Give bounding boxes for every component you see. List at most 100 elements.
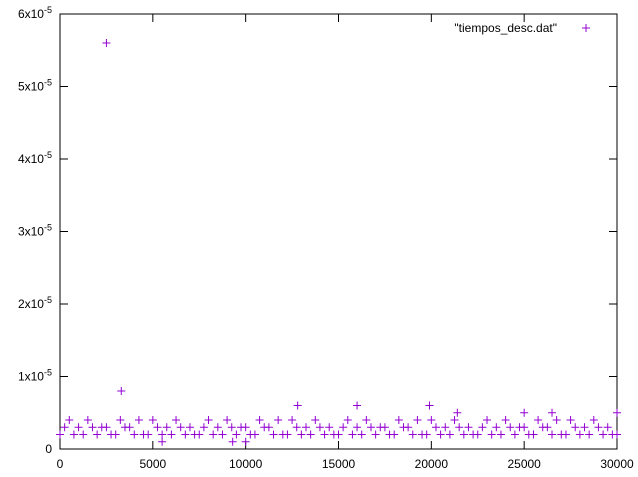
x-tick-label: 5000 bbox=[139, 457, 166, 471]
point bbox=[357, 430, 366, 439]
point bbox=[274, 416, 283, 424]
point bbox=[459, 430, 468, 439]
point bbox=[218, 430, 227, 439]
point bbox=[585, 430, 594, 439]
y-tick-label: 3x10-5 bbox=[18, 223, 52, 239]
x-tick-label: 30000 bbox=[600, 457, 634, 471]
point bbox=[320, 430, 329, 439]
point bbox=[158, 430, 167, 439]
point bbox=[117, 387, 126, 395]
point bbox=[425, 401, 434, 410]
point bbox=[199, 423, 208, 432]
x-tick-label: 20000 bbox=[415, 457, 449, 471]
point bbox=[566, 416, 575, 424]
point bbox=[176, 423, 185, 432]
point bbox=[306, 430, 315, 439]
point bbox=[552, 416, 561, 424]
point bbox=[464, 423, 473, 432]
point bbox=[404, 423, 413, 432]
point bbox=[496, 430, 505, 439]
point bbox=[580, 423, 589, 432]
point bbox=[269, 430, 278, 439]
point bbox=[431, 423, 440, 432]
point bbox=[473, 430, 482, 439]
point bbox=[520, 423, 529, 432]
point bbox=[288, 416, 297, 424]
point bbox=[250, 430, 259, 439]
x-tick-label: 10000 bbox=[229, 457, 263, 471]
x-tick-label: 15000 bbox=[322, 457, 356, 471]
point bbox=[148, 416, 157, 424]
point bbox=[134, 416, 143, 424]
point bbox=[228, 437, 237, 446]
point bbox=[371, 430, 380, 439]
point bbox=[209, 430, 218, 439]
point bbox=[144, 430, 153, 439]
point bbox=[302, 423, 311, 432]
point bbox=[613, 430, 621, 439]
point bbox=[167, 430, 176, 439]
point bbox=[311, 416, 320, 424]
y-tick-label-base: 3x10 bbox=[18, 225, 44, 239]
point bbox=[603, 423, 612, 432]
point bbox=[362, 416, 371, 424]
point bbox=[548, 408, 557, 417]
point bbox=[241, 437, 250, 446]
point bbox=[116, 416, 125, 424]
point bbox=[325, 423, 334, 432]
point bbox=[453, 408, 462, 417]
point bbox=[394, 416, 403, 424]
legend-label: "tiempos_desc.dat" bbox=[454, 21, 557, 35]
point bbox=[315, 423, 324, 432]
point bbox=[232, 430, 241, 439]
point bbox=[478, 423, 487, 432]
point bbox=[445, 430, 454, 439]
point bbox=[185, 423, 194, 432]
point bbox=[204, 416, 213, 424]
y-tick-label: 6x10-5 bbox=[18, 5, 52, 21]
point bbox=[102, 423, 111, 432]
point bbox=[227, 423, 236, 432]
point bbox=[534, 416, 543, 424]
point bbox=[102, 39, 111, 47]
point bbox=[594, 423, 603, 432]
point bbox=[450, 416, 459, 424]
point bbox=[297, 430, 306, 439]
point bbox=[83, 416, 92, 424]
y-tick-label: 1x10-5 bbox=[18, 368, 52, 384]
y-tick-label: 4x10-5 bbox=[18, 150, 52, 166]
point bbox=[599, 430, 608, 439]
point bbox=[56, 430, 64, 439]
point bbox=[571, 423, 580, 432]
point bbox=[343, 416, 352, 424]
point bbox=[74, 423, 83, 432]
point bbox=[561, 430, 570, 439]
point bbox=[408, 430, 417, 439]
point bbox=[422, 430, 431, 439]
legend-marker bbox=[582, 24, 590, 32]
y-tick-label-exponent: -5 bbox=[44, 368, 52, 378]
point bbox=[181, 430, 190, 439]
point bbox=[501, 416, 510, 424]
point bbox=[436, 430, 445, 439]
point bbox=[413, 416, 422, 424]
point bbox=[390, 430, 399, 439]
point bbox=[520, 408, 529, 417]
point bbox=[293, 401, 302, 410]
x-tick-label: 25000 bbox=[507, 457, 541, 471]
point bbox=[353, 423, 362, 432]
y-tick-label-base: 6x10 bbox=[18, 7, 44, 21]
point bbox=[366, 423, 375, 432]
point bbox=[125, 423, 134, 432]
point bbox=[241, 423, 250, 432]
point bbox=[264, 423, 273, 432]
y-tick-label-base: 5x10 bbox=[18, 80, 44, 94]
y-tick-label-exponent: -5 bbox=[44, 150, 52, 160]
y-tick-label-exponent: -5 bbox=[44, 5, 52, 15]
point bbox=[172, 416, 181, 424]
point bbox=[255, 416, 264, 424]
point bbox=[153, 423, 162, 432]
point bbox=[548, 430, 557, 439]
y-tick-label-base: 2x10 bbox=[18, 297, 44, 311]
